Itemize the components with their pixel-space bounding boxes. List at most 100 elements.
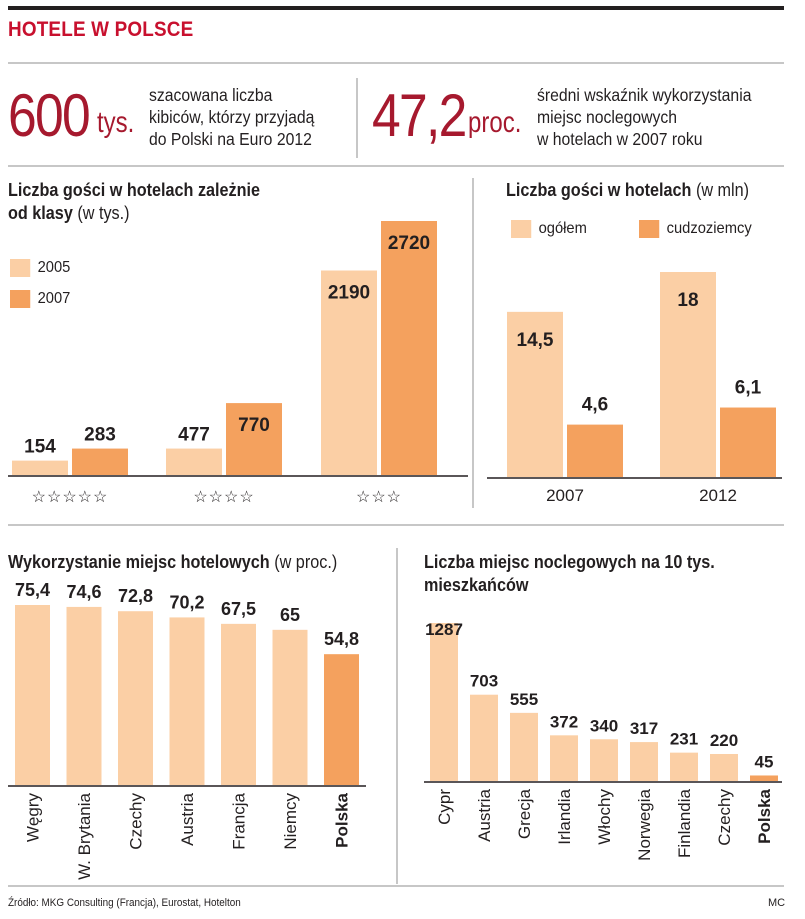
stat1-desc-line: szacowana liczba <box>149 85 273 105</box>
bar-6 <box>272 629 308 785</box>
category-label: Irlandia <box>555 788 574 844</box>
chart4-title-line1: Liczba miejsc noclegowych na 10 tys. <box>424 552 715 572</box>
data-label: 6,1 <box>735 378 762 399</box>
chart3-plot: 75,4 Węgry 74,6 W. Brytania 72,8 Czechy 70,2 Au… <box>8 580 366 880</box>
category-label: Polska <box>755 788 774 843</box>
divider-bottom <box>8 885 784 887</box>
bar-4 <box>169 617 205 785</box>
stat-separator <box>356 78 358 158</box>
chart4-title: Liczba miejsc noclegowych na 10 tys. mie… <box>424 551 715 597</box>
chart2-legend-cudzoziemcy: cudzoziemcy <box>639 220 752 238</box>
year-label: 2012 <box>699 486 737 505</box>
data-label: 477 <box>178 425 210 446</box>
category-label: Polska <box>333 792 352 847</box>
bar-6 <box>630 742 658 781</box>
bar-2005-2 <box>166 448 222 475</box>
chart3-title: Wykorzystanie miejsc hotelowych (w proc.… <box>8 551 337 574</box>
category-label: Austria <box>178 792 197 845</box>
bar-7 <box>670 752 698 781</box>
legend-label: 2005 <box>37 259 71 276</box>
chart1-plot: 154 283 ☆☆☆☆☆ 477 770 ☆☆☆☆ 2190 2720 ☆☆☆ <box>8 221 468 506</box>
bar-2005-3 <box>321 270 377 475</box>
category-label: Francja <box>230 792 249 849</box>
chart2-plot: 14,5 4,6 2007 18 6,1 2012 <box>487 272 782 505</box>
data-label: 14,5 <box>517 330 554 351</box>
chart-separator-top <box>472 178 474 508</box>
data-label: 2190 <box>328 282 370 303</box>
source-note: Źródło: MKG Consulting (Francja), Eurost… <box>8 897 241 909</box>
chart1-title-line1: Liczba gości w hotelach zależnie <box>8 180 261 200</box>
category-label: Węgry <box>24 793 43 843</box>
data-label: 75,4 <box>15 580 50 600</box>
year-label: 2007 <box>546 486 584 505</box>
bar-1 <box>430 623 458 781</box>
bar-2 <box>66 606 102 785</box>
stat1-desc-line: kibiców, którzy przyjadą <box>149 107 315 127</box>
data-label: 555 <box>510 690 538 709</box>
data-label: 770 <box>238 415 270 436</box>
bar-3 <box>118 611 153 785</box>
page-title: HOTELE W POLSCE <box>8 18 194 41</box>
chart4-plot: 1287 Cypr 703 Austria 555 Grecja 372 Irlandia 34… <box>424 620 782 861</box>
chart1-legend-2005: 2005 <box>10 259 70 277</box>
bar-8 <box>710 753 738 781</box>
stat2-desc-line: w hotelach w 2007 roku <box>537 129 703 149</box>
category-label: Czechy <box>127 793 146 850</box>
data-label: 45 <box>755 752 774 771</box>
stat2-desc-line: średni wskaźnik wykorzystania <box>537 85 752 105</box>
data-label: 74,6 <box>66 582 101 602</box>
stars-label: ☆☆☆☆ <box>193 489 254 506</box>
stat2-value: 47,2 <box>372 82 467 149</box>
chart3-title-text: Wykorzystanie miejsc hotelowych <box>8 552 270 572</box>
stat2-desc-line: miejsc noclegowych <box>537 107 678 127</box>
data-label: 4,6 <box>582 395 608 416</box>
data-label: 65 <box>280 605 300 625</box>
bar-9 <box>750 775 778 781</box>
legend-swatch <box>639 220 660 238</box>
stars-label: ☆☆☆☆☆ <box>32 489 109 506</box>
bar-ogółem-2007 <box>507 311 563 477</box>
bar-4 <box>550 735 578 781</box>
category-label: Cypr <box>435 789 454 825</box>
data-label: 283 <box>84 425 116 446</box>
stars-label: ☆☆☆ <box>356 489 402 506</box>
data-label: 703 <box>470 672 498 691</box>
data-label: 54,8 <box>324 629 359 649</box>
bar-cudzoziemcy-2012 <box>720 407 776 477</box>
data-label: 154 <box>24 437 56 458</box>
category-label: Czechy <box>715 789 734 846</box>
stat2-unit: proc. <box>468 106 522 139</box>
chart1-legend-2007: 2007 <box>10 290 70 308</box>
legend-label: cudzoziemcy <box>666 220 752 237</box>
bar-5 <box>590 739 618 781</box>
category-label: Włochy <box>595 789 614 845</box>
data-label: 340 <box>590 716 618 735</box>
top-rule <box>8 6 784 10</box>
stat1-description: szacowana liczba kibiców, którzy przyjad… <box>149 84 314 150</box>
chart3-unit: (w proc.) <box>274 552 338 572</box>
stat2-description: średni wskaźnik wykorzystania miejsc noc… <box>537 84 751 150</box>
bar-7 <box>324 654 359 785</box>
divider-top <box>8 62 784 64</box>
stat1-value: 600 <box>8 82 91 149</box>
credit: MC <box>768 897 786 909</box>
data-label: 18 <box>677 290 698 311</box>
data-label: 231 <box>670 730 698 749</box>
category-label: Grecja <box>515 788 534 839</box>
data-label: 2720 <box>388 233 430 254</box>
divider-stats <box>8 165 784 167</box>
chart2-legend-ogolem: ogółem <box>511 220 587 238</box>
category-label: Niemcy <box>281 793 300 850</box>
bar-2007-3 <box>381 221 437 475</box>
bar-ogółem-2012 <box>660 272 716 477</box>
legend-swatch <box>10 290 31 308</box>
data-label: 372 <box>550 712 578 731</box>
chart2-title: Liczba gości w hotelach (w mln) <box>506 179 749 202</box>
category-label: Austria <box>475 788 494 841</box>
data-label: 67,5 <box>221 599 256 619</box>
data-label: 220 <box>710 731 738 750</box>
chart-separator-bottom <box>396 548 398 884</box>
chart2-title-text: Liczba gości w hotelach <box>506 180 692 200</box>
legend-swatch <box>10 259 31 277</box>
bar-5 <box>221 623 256 785</box>
